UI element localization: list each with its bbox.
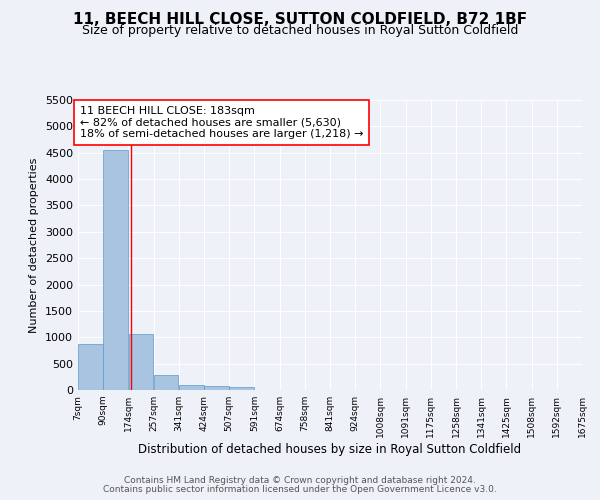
Text: 11 BEECH HILL CLOSE: 183sqm
← 82% of detached houses are smaller (5,630)
18% of : 11 BEECH HILL CLOSE: 183sqm ← 82% of det… xyxy=(80,106,363,139)
Text: Contains HM Land Registry data © Crown copyright and database right 2024.: Contains HM Land Registry data © Crown c… xyxy=(124,476,476,485)
Bar xyxy=(229,388,254,390)
Bar xyxy=(79,344,103,390)
Bar xyxy=(205,386,229,390)
Y-axis label: Number of detached properties: Number of detached properties xyxy=(29,158,40,332)
Text: Distribution of detached houses by size in Royal Sutton Coldfield: Distribution of detached houses by size … xyxy=(139,442,521,456)
Text: 11, BEECH HILL CLOSE, SUTTON COLDFIELD, B72 1BF: 11, BEECH HILL CLOSE, SUTTON COLDFIELD, … xyxy=(73,12,527,28)
Bar xyxy=(103,150,128,390)
Text: Size of property relative to detached houses in Royal Sutton Coldfield: Size of property relative to detached ho… xyxy=(82,24,518,37)
Bar xyxy=(179,386,203,390)
Bar xyxy=(154,374,178,390)
Text: Contains public sector information licensed under the Open Government Licence v3: Contains public sector information licen… xyxy=(103,485,497,494)
Bar xyxy=(129,334,153,390)
